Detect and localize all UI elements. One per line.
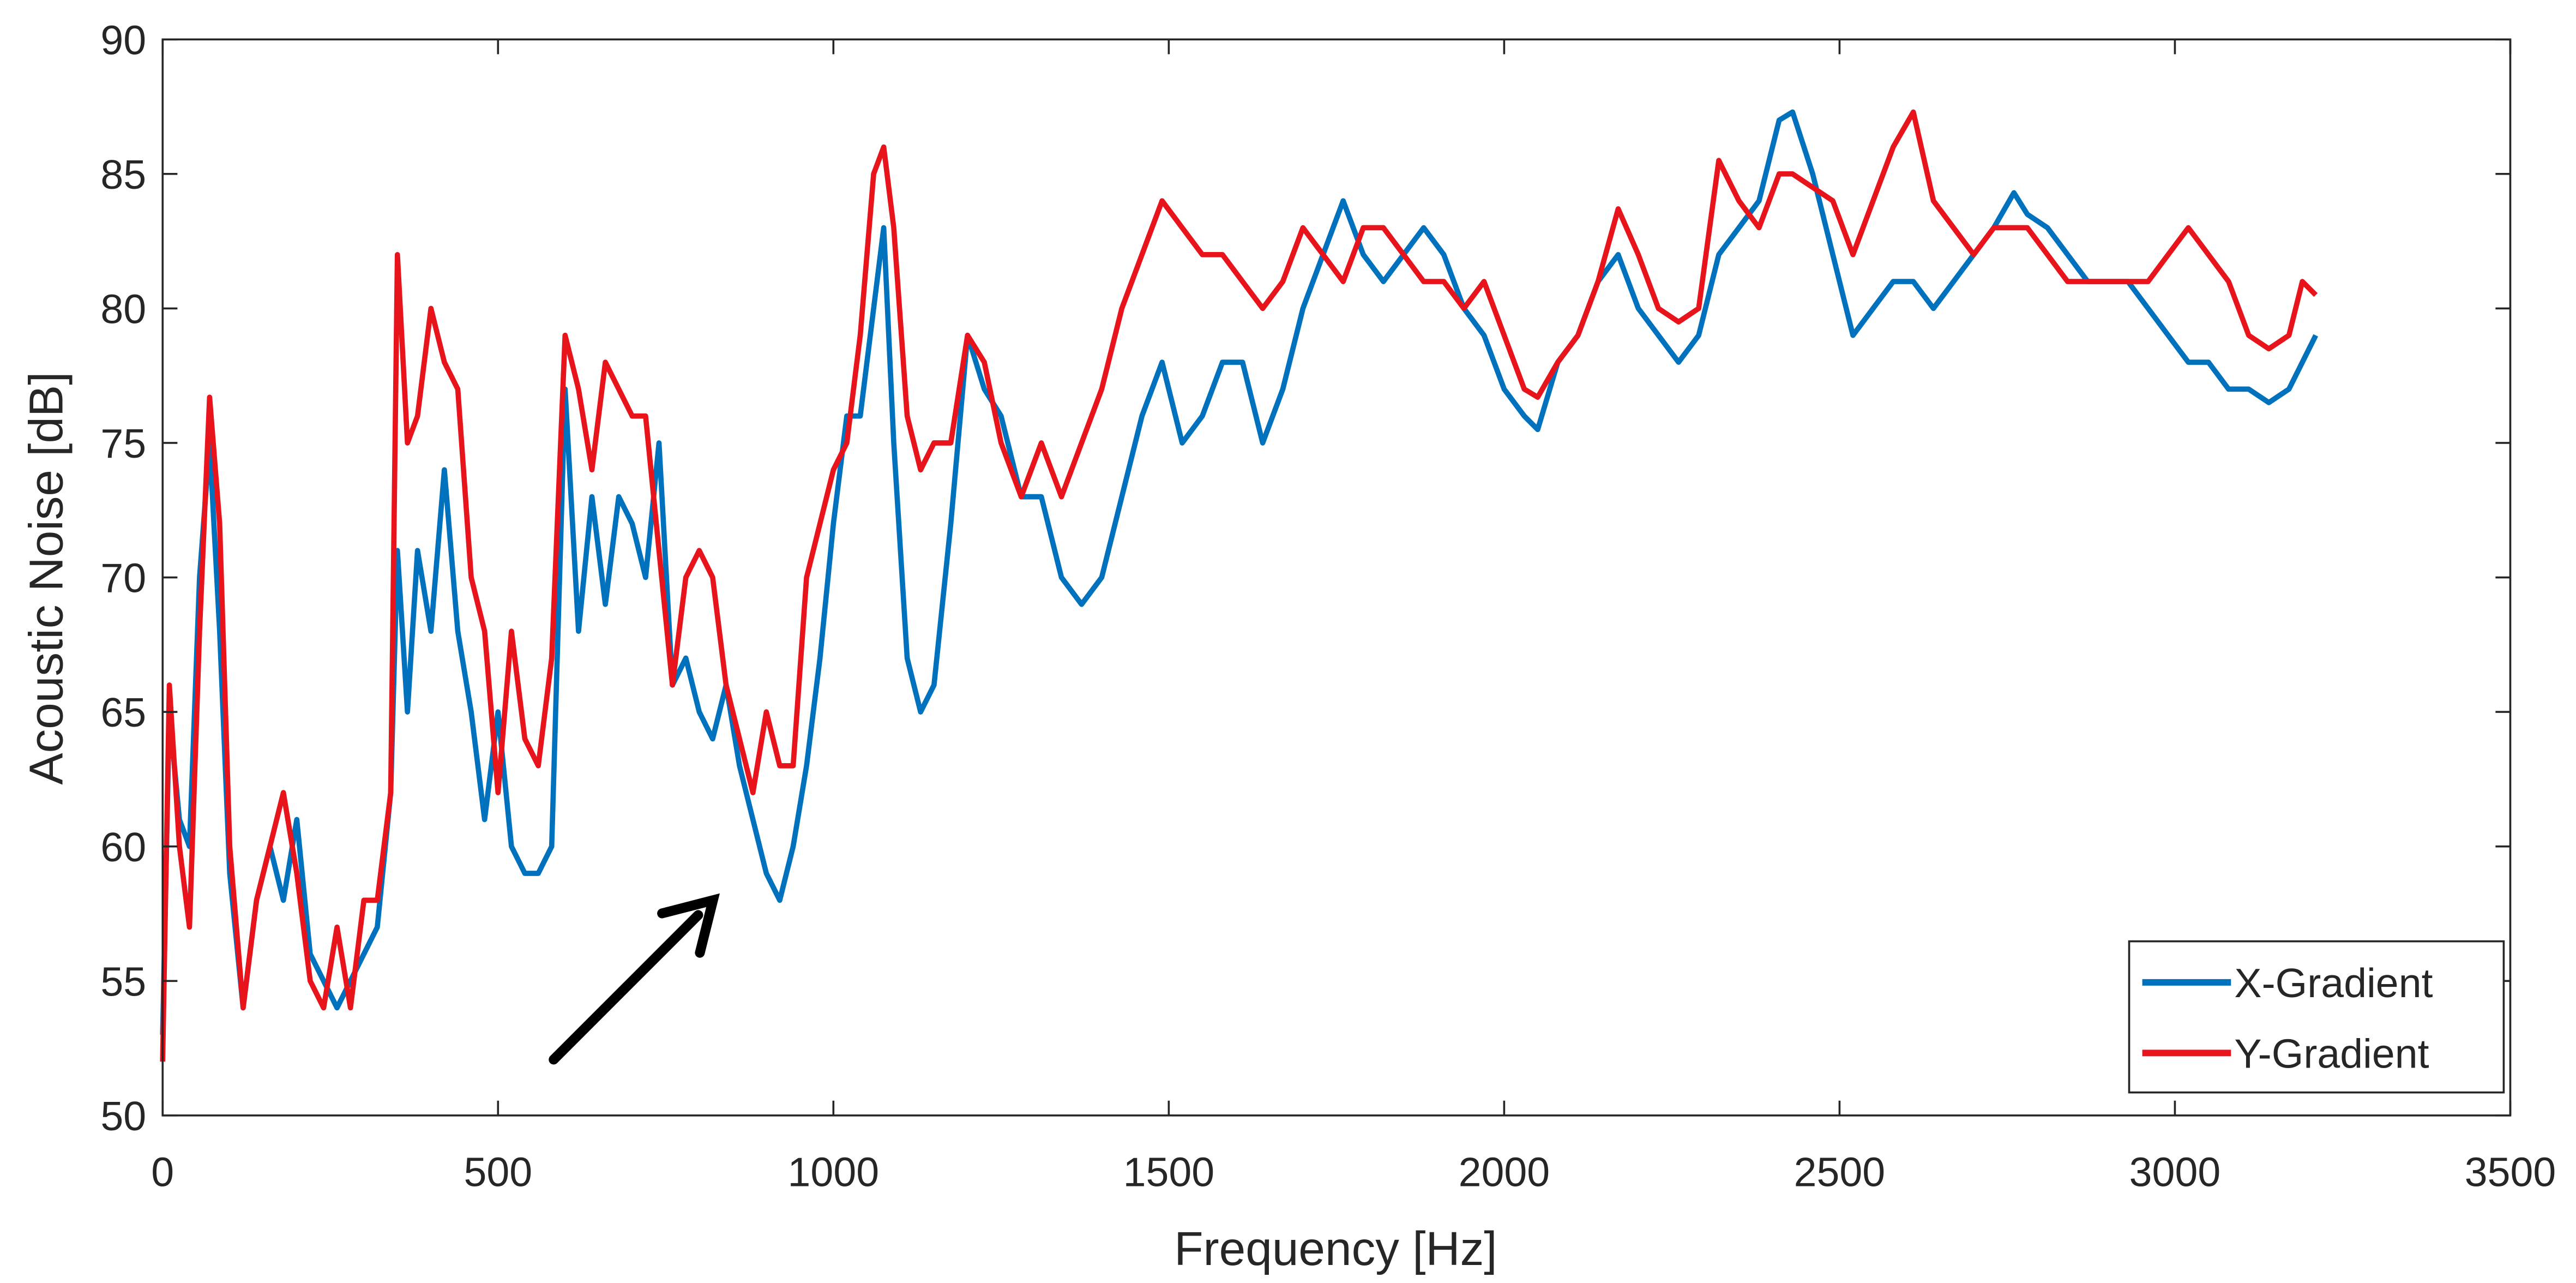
x-tick-label: 3000 (2129, 1149, 2221, 1195)
y-axis-label: Acoustic Noise [dB] (19, 371, 73, 784)
x-tick-label: 2000 (1459, 1149, 1550, 1195)
legend-box (2128, 940, 2505, 1094)
legend-label: Y-Gradient (2234, 1031, 2429, 1077)
y-tick-label: 55 (100, 958, 146, 1004)
y-tick-label: 50 (100, 1093, 146, 1139)
arrow-head (657, 893, 720, 958)
y-tick-label: 85 (100, 152, 146, 197)
x-axis-label: Frequency [Hz] (1174, 1222, 1497, 1275)
x-tick-label: 1000 (788, 1149, 880, 1195)
legend: X-Gradient Y-Gradient (2128, 940, 2505, 1094)
y-tick-label: 65 (100, 690, 146, 735)
y-tick-label: 80 (100, 286, 146, 332)
y-tick-label: 75 (100, 421, 146, 466)
arrow (549, 893, 720, 1065)
x-tick-label: 0 (151, 1149, 174, 1195)
y-tick-label: 90 (100, 17, 146, 63)
x-tick-label: 2500 (1794, 1149, 1886, 1195)
y-tick-label: 60 (100, 824, 146, 870)
y-tick-label: 70 (100, 555, 146, 601)
x-tick-label: 500 (464, 1149, 532, 1195)
x-tick-label: 3500 (2465, 1149, 2556, 1195)
arrow-shaft (549, 910, 703, 1065)
legend-label: X-Gradient (2234, 960, 2433, 1006)
x-tick-label: 1500 (1123, 1149, 1215, 1195)
data-line (160, 109, 2318, 1062)
